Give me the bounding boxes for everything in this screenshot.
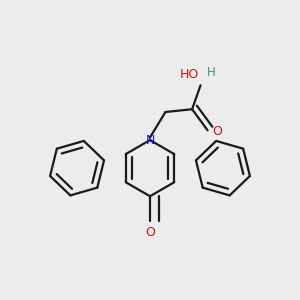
Text: N: N [145, 134, 155, 147]
Text: HO: HO [180, 68, 199, 81]
Text: O: O [145, 226, 155, 239]
Text: O: O [212, 125, 222, 138]
Text: H: H [206, 66, 215, 80]
